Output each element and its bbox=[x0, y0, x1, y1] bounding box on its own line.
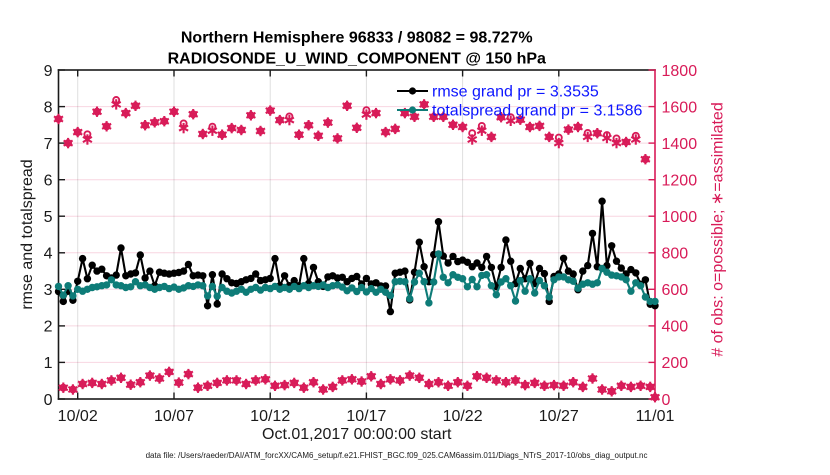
svg-text:Northern Hemisphere 96833 / 98: Northern Hemisphere 96833 / 98082 = 98.7… bbox=[181, 30, 533, 47]
svg-text:1600: 1600 bbox=[662, 99, 698, 116]
svg-text:10/17: 10/17 bbox=[346, 408, 386, 425]
svg-text:3: 3 bbox=[44, 282, 53, 299]
svg-text:Oct.01,2017 00:00:00 start: Oct.01,2017 00:00:00 start bbox=[262, 426, 452, 443]
svg-text:800: 800 bbox=[662, 246, 689, 263]
svg-text:0: 0 bbox=[44, 392, 53, 409]
svg-text:1200: 1200 bbox=[662, 173, 698, 190]
svg-text:0: 0 bbox=[662, 392, 671, 409]
svg-text:1800: 1800 bbox=[662, 63, 698, 80]
svg-text:200: 200 bbox=[662, 355, 689, 372]
svg-text:8: 8 bbox=[44, 99, 53, 116]
svg-text:4: 4 bbox=[44, 246, 53, 263]
svg-text:RADIOSONDE_U_WIND_COMPONENT @: RADIOSONDE_U_WIND_COMPONENT @ 150 hPa bbox=[168, 51, 546, 68]
svg-text:9: 9 bbox=[44, 63, 53, 80]
svg-text:10/12: 10/12 bbox=[250, 408, 290, 425]
svg-text:2: 2 bbox=[44, 319, 53, 336]
svg-text:10/02: 10/02 bbox=[58, 408, 98, 425]
svg-text:rmse and totalspread: rmse and totalspread bbox=[19, 159, 36, 309]
svg-text:600: 600 bbox=[662, 282, 689, 299]
svg-text:1: 1 bbox=[44, 355, 53, 372]
svg-text:totalspread grand pr = 3.1586: totalspread grand pr = 3.1586 bbox=[432, 103, 642, 120]
svg-text:400: 400 bbox=[662, 319, 689, 336]
svg-text:10/22: 10/22 bbox=[443, 408, 483, 425]
svg-text:rmse grand pr = 3.3535: rmse grand pr = 3.3535 bbox=[432, 84, 599, 101]
svg-text:1000: 1000 bbox=[662, 209, 698, 226]
svg-text:1400: 1400 bbox=[662, 136, 698, 153]
svg-text:10/27: 10/27 bbox=[539, 408, 579, 425]
svg-text:7: 7 bbox=[44, 136, 53, 153]
svg-text:data file: /Users/raeder/DAI/A: data file: /Users/raeder/DAI/ATM_forcXX/… bbox=[146, 451, 648, 460]
svg-text:5: 5 bbox=[44, 209, 53, 226]
svg-text:6: 6 bbox=[44, 173, 53, 190]
svg-text:11/01: 11/01 bbox=[636, 408, 675, 425]
svg-text:# of obs: o=possible; ∗=assimi: # of obs: o=possible; ∗=assimilated bbox=[710, 102, 727, 356]
svg-text:10/07: 10/07 bbox=[154, 408, 194, 425]
